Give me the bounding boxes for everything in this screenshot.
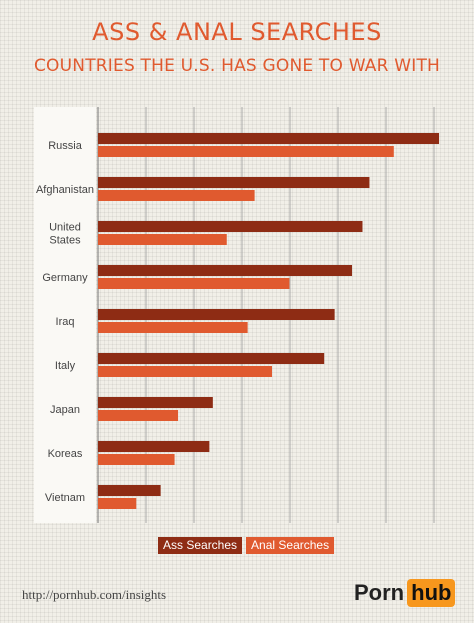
bar-ass-koreas [98, 441, 210, 452]
pornhub-logo: Porn hub [354, 579, 456, 607]
category-label: Afghanistan [36, 184, 94, 196]
legend-anal-searches: Anal Searches [246, 537, 335, 554]
logo-porn-text: Porn [354, 580, 405, 605]
bar-ass-united-states [98, 221, 363, 232]
bar-anal-united-states [98, 234, 227, 245]
footer-url: http://pornhub.com/insights [22, 587, 167, 602]
category-label: Germany [42, 272, 88, 284]
bar-anal-vietnam [98, 498, 137, 509]
bar-anal-afghanistan [98, 190, 255, 201]
bar-ass-russia [98, 133, 440, 144]
bar-anal-germany [98, 278, 290, 289]
bar-ass-afghanistan [98, 177, 370, 188]
bar-ass-germany [98, 265, 353, 276]
logo-hub-text: hub [407, 579, 456, 607]
bar-anal-koreas [98, 454, 175, 465]
category-label: Japan [50, 404, 80, 416]
bar-anal-russia [98, 146, 394, 157]
category-label: Vietnam [45, 492, 85, 504]
chart-subtitle: COUNTRIES THE U.S. HAS GONE TO WAR WITH [33, 56, 441, 76]
category-label-panel [34, 107, 96, 523]
category-label: Italy [55, 360, 76, 372]
bar-anal-japan [98, 410, 179, 421]
category-label: United States [49, 222, 81, 247]
chart-title: ASS & ANAL SEARCHES [92, 18, 382, 46]
category-label: Iraq [56, 316, 75, 328]
bar-anal-italy [98, 366, 272, 377]
bar-ass-vietnam [98, 485, 161, 496]
bar-ass-japan [98, 397, 213, 408]
chart-legend: Ass Searches Anal Searches [158, 537, 335, 554]
bar-ass-italy [98, 353, 325, 364]
bar-anal-iraq [98, 322, 248, 333]
bar-ass-iraq [98, 309, 335, 320]
category-label: Russia [48, 140, 83, 152]
legend-ass-searches: Ass Searches [158, 537, 243, 554]
category-label: Koreas [48, 448, 83, 460]
